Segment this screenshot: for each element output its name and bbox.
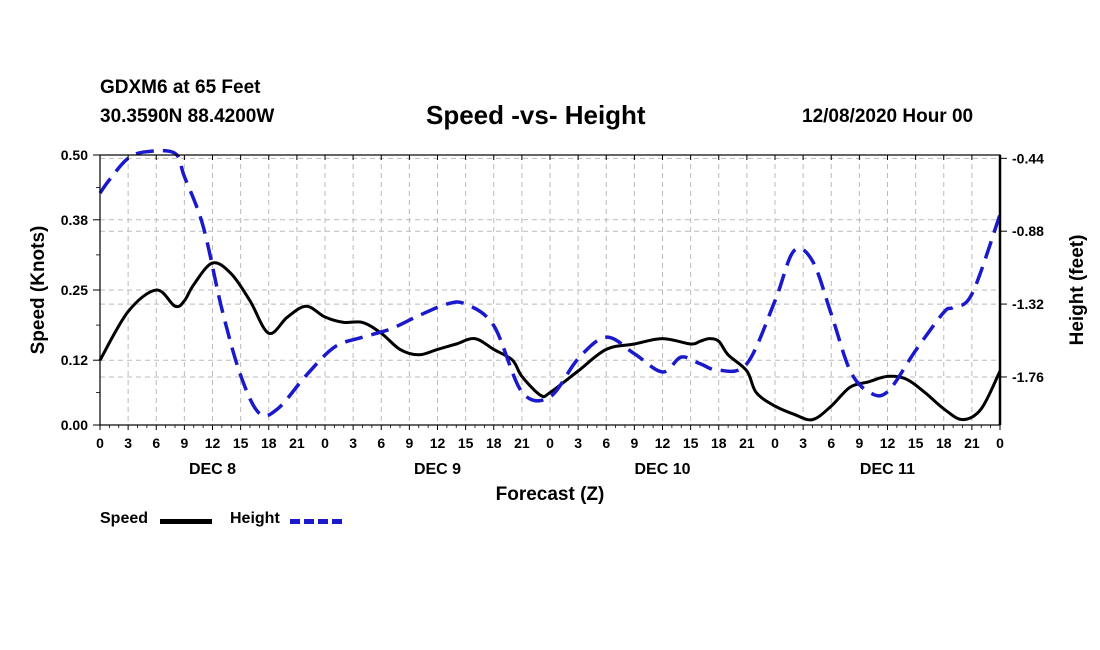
- x-tick-label: 6: [377, 435, 385, 451]
- y2-tick-label: -0.88: [1012, 223, 1044, 239]
- x-tick-label: 0: [96, 435, 104, 451]
- x-tick-label: 15: [683, 435, 699, 451]
- y-tick-label: 0.00: [61, 417, 88, 433]
- day-label: DEC 9: [414, 461, 461, 478]
- station-label: GDXM6 at 65 Feet: [100, 77, 261, 98]
- x-axis-title: Forecast (Z): [496, 484, 605, 505]
- legend-speed-label: Speed: [100, 510, 149, 527]
- x-tick-label: 18: [486, 435, 502, 451]
- y2-tick-label: -0.44: [1012, 150, 1044, 166]
- x-tick-label: 3: [124, 435, 132, 451]
- x-tick-label: 21: [514, 435, 530, 451]
- x-tick-label: 6: [152, 435, 160, 451]
- x-tick-label: 12: [880, 435, 896, 451]
- y-tick-label: 0.50: [61, 147, 88, 163]
- x-tick-label: 0: [996, 435, 1004, 451]
- datetime-label: 12/08/2020 Hour 00: [802, 106, 974, 127]
- legend-speed-swatch: [160, 519, 212, 524]
- x-tick-label: 9: [630, 435, 638, 451]
- axis-layer: 0 3 6 9 12 15 18 21 0 3 6 9 12 15 18 21 0 3 6 9 12 15 18 21 0 3 6 9…: [61, 147, 1044, 478]
- x-tick-label: 21: [289, 435, 305, 451]
- day-label: DEC 10: [634, 461, 690, 478]
- x-tick-label: 0: [321, 435, 329, 451]
- x-tick-label: 21: [739, 435, 755, 451]
- x-tick-label: 9: [180, 435, 188, 451]
- grid-layer: [100, 155, 1000, 425]
- x-tick-label: 12: [430, 435, 446, 451]
- x-tick-label: 0: [546, 435, 554, 451]
- y2-tick-label: -1.32: [1012, 296, 1044, 312]
- legend-height-swatch: [290, 519, 342, 524]
- x-tick-label: 3: [349, 435, 357, 451]
- x-tick-label: 21: [964, 435, 980, 451]
- x-tick-label: 18: [261, 435, 277, 451]
- x-tick-label: 6: [827, 435, 835, 451]
- x-tick-label: 9: [855, 435, 863, 451]
- x-tick-label: 3: [799, 435, 807, 451]
- x-tick-label: 12: [655, 435, 671, 451]
- x-tick-label: 15: [908, 435, 924, 451]
- x-tick-label: 12: [205, 435, 221, 451]
- x-tick-label: 18: [711, 435, 727, 451]
- x-tick-label: 18: [936, 435, 952, 451]
- x-tick-label: 15: [233, 435, 249, 451]
- speed-series-line: [98, 261, 1002, 422]
- y2-axis-title: Height (feet): [1067, 235, 1088, 346]
- day-label: DEC 8: [189, 461, 236, 478]
- chart-title: Speed -vs- Height: [426, 100, 646, 130]
- x-tick-label: 15: [458, 435, 474, 451]
- x-tick-label: 6: [602, 435, 610, 451]
- x-tick-label: 3: [574, 435, 582, 451]
- y-tick-label: 0.25: [61, 282, 88, 298]
- y-tick-label: 0.12: [61, 352, 88, 368]
- legend-height-label: Height: [230, 510, 280, 527]
- day-label: DEC 11: [860, 461, 915, 478]
- coordinates-label: 30.3590N 88.4200W: [100, 106, 275, 127]
- x-tick-label: 0: [771, 435, 779, 451]
- y-tick-label: 0.38: [61, 212, 88, 228]
- y2-tick-label: -1.76: [1012, 369, 1044, 385]
- y-axis-title: Speed (Knots): [28, 226, 49, 355]
- series-layer: [98, 148, 1002, 422]
- x-tick-label: 9: [405, 435, 413, 451]
- height-series-line: [98, 148, 1002, 418]
